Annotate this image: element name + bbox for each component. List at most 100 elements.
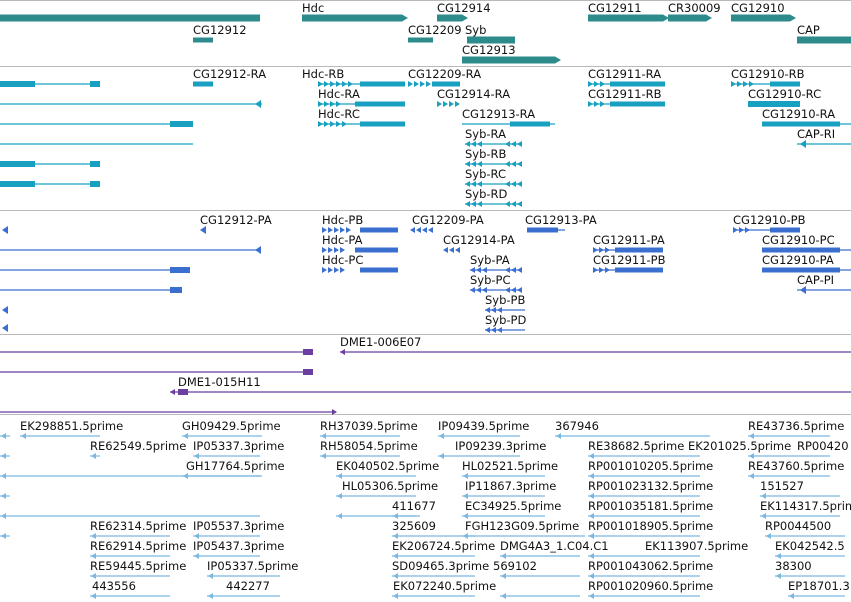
ests-label[interactable]: EK298851.5prime [20,419,123,433]
genes-label[interactable]: CAP [797,23,820,37]
ests-label[interactable]: IP09239.3prime [455,439,546,453]
ests-label[interactable]: RE59445.5prime [90,559,186,573]
ests-label[interactable]: EP18701.3 [788,579,850,593]
ests-label[interactable]: HL02521.5prime [462,459,558,473]
transcripts_pa-label[interactable]: Syb-PD [485,313,526,327]
ests-label[interactable]: RE62549.5prime [90,439,186,453]
transcripts_ra-label[interactable]: CAP-RI [797,127,835,141]
transcripts_pa-label[interactable]: CAP-PI [797,273,834,287]
exon[interactable] [360,81,405,87]
ests-label[interactable]: RP00420 [797,439,849,453]
transcripts_pa-label[interactable]: CG12910-PC [762,233,835,247]
exon[interactable] [762,247,840,253]
ests-label[interactable]: RH58054.5prime [320,439,418,453]
exon[interactable] [510,121,550,127]
ests-label[interactable]: EK114317.5prime [760,499,851,513]
genes-label[interactable]: CG12910 [731,1,785,15]
ests-label[interactable]: 569102 [493,559,537,573]
exon[interactable] [527,227,558,233]
transcripts_ra-label[interactable]: CG12910-RA [762,107,835,121]
ests-label[interactable]: IP09439.5prime [438,419,529,433]
transcripts_ra-label[interactable]: CG12914-RA [437,87,510,101]
ests-label[interactable]: RE38682.5prime [588,439,684,453]
exon[interactable] [90,161,100,167]
transcripts_ra-label[interactable]: Hdc-RA [318,87,360,101]
transcripts_pa-label[interactable]: CG12910-PA [762,253,834,267]
transcripts_ra-label[interactable]: Syb-RD [465,187,508,201]
transcripts_ra-label[interactable]: CG12911-RA [588,67,661,81]
ests-label[interactable]: RE43736.5prime [748,419,844,433]
clone-end[interactable] [178,389,188,395]
exon[interactable] [170,287,182,293]
clone-end[interactable] [303,349,313,355]
ests-label[interactable]: IP05537.3prime [193,519,284,533]
transcripts_pa-label[interactable]: Syb-PA [470,253,510,267]
clone-end[interactable] [303,369,313,375]
ests-label[interactable]: EK206724.5prime [392,539,495,553]
transcripts_ra-label[interactable]: CG12209-RA [408,67,481,81]
gene-bar[interactable] [0,14,260,22]
exon[interactable] [0,161,35,167]
ests-label[interactable]: IP05337.5prime [207,559,298,573]
ests-label[interactable]: EK042542.5 [775,539,845,553]
transcripts_ra-label[interactable]: CG12913-RA [462,107,535,121]
ests-label[interactable]: RH37039.5prime [320,419,418,433]
exon[interactable] [432,81,460,87]
exon[interactable] [360,227,398,233]
genes-label[interactable]: CG12911 [588,1,642,15]
genes-label[interactable]: CR30009 [668,1,721,15]
clones-label[interactable]: DME1-015H11 [178,375,261,389]
ests-label[interactable]: GH09429.5prime [182,419,281,433]
ests-label[interactable]: EK201025.5prime [688,439,791,453]
transcripts_ra-label[interactable]: Syb-RB [465,147,507,161]
exon[interactable] [355,101,405,107]
exon[interactable] [170,267,190,273]
exon[interactable] [762,121,840,127]
transcripts_pa-label[interactable]: Hdc-PB [322,213,363,227]
transcripts_ra-label[interactable]: CG12910-RB [731,67,805,81]
transcripts_ra-label[interactable]: Syb-RA [465,127,506,141]
ests-label[interactable]: RE43760.5prime [748,459,844,473]
transcripts_pa-label[interactable]: CG12209-PA [412,213,484,227]
genes-label[interactable]: Syb [465,23,486,37]
exon[interactable] [0,181,35,187]
gene-bar[interactable] [302,14,402,22]
transcripts_pa-label[interactable]: CG12914-PA [443,233,515,247]
ests-label[interactable]: 38300 [775,559,812,573]
exon[interactable] [610,81,665,87]
transcripts_pa-label[interactable]: CG12912-PA [200,213,272,227]
transcripts_pa-label[interactable]: CG12911-PB [593,253,666,267]
ests-label[interactable]: RP001035181.5prime [588,499,713,513]
transcripts_ra-label[interactable]: Hdc-RC [318,107,360,121]
ests-label[interactable]: IP11867.3prime [465,479,556,493]
ests-label[interactable]: 367946 [555,419,599,433]
ests-label[interactable]: RP001010205.5prime [588,459,713,473]
exon[interactable] [610,101,665,107]
genes-label[interactable]: Hdc [302,1,324,15]
genes-label[interactable]: CG12912 [193,23,247,37]
ests-label[interactable]: DMG4A3_1.C04.C1 [500,539,609,553]
gene-bar[interactable] [193,37,213,43]
gene-bar[interactable] [797,36,851,44]
ests-label[interactable]: RE62314.5prime [90,519,186,533]
exon[interactable] [762,267,840,273]
genes-label[interactable]: CG12914 [437,1,491,15]
transcripts_ra-label[interactable]: CG12912-RA [193,67,266,81]
gene-bar[interactable] [462,56,555,64]
exon[interactable] [615,267,663,273]
ests-label[interactable]: EK040502.5prime [336,459,439,473]
ests-label[interactable]: IP05437.3prime [193,539,284,553]
transcripts_pa-label[interactable]: CG12910-PB [733,213,806,227]
ests-label[interactable]: EK072240.5prime [393,579,496,593]
gene-bar[interactable] [731,14,790,22]
clones-label[interactable]: DME1-006E07 [340,335,421,349]
exon[interactable] [360,267,398,273]
ests-label[interactable]: 411677 [392,499,436,513]
transcripts_pa-label[interactable]: Hdc-PC [322,253,363,267]
genes-label[interactable]: CG12913 [462,43,516,57]
ests-label[interactable]: RP001020960.5prime [588,579,713,593]
ests-label[interactable]: EK113907.5prime [645,539,748,553]
transcripts_ra-label[interactable]: CG12911-RB [588,87,662,101]
exon[interactable] [360,121,405,127]
exon[interactable] [355,247,398,253]
